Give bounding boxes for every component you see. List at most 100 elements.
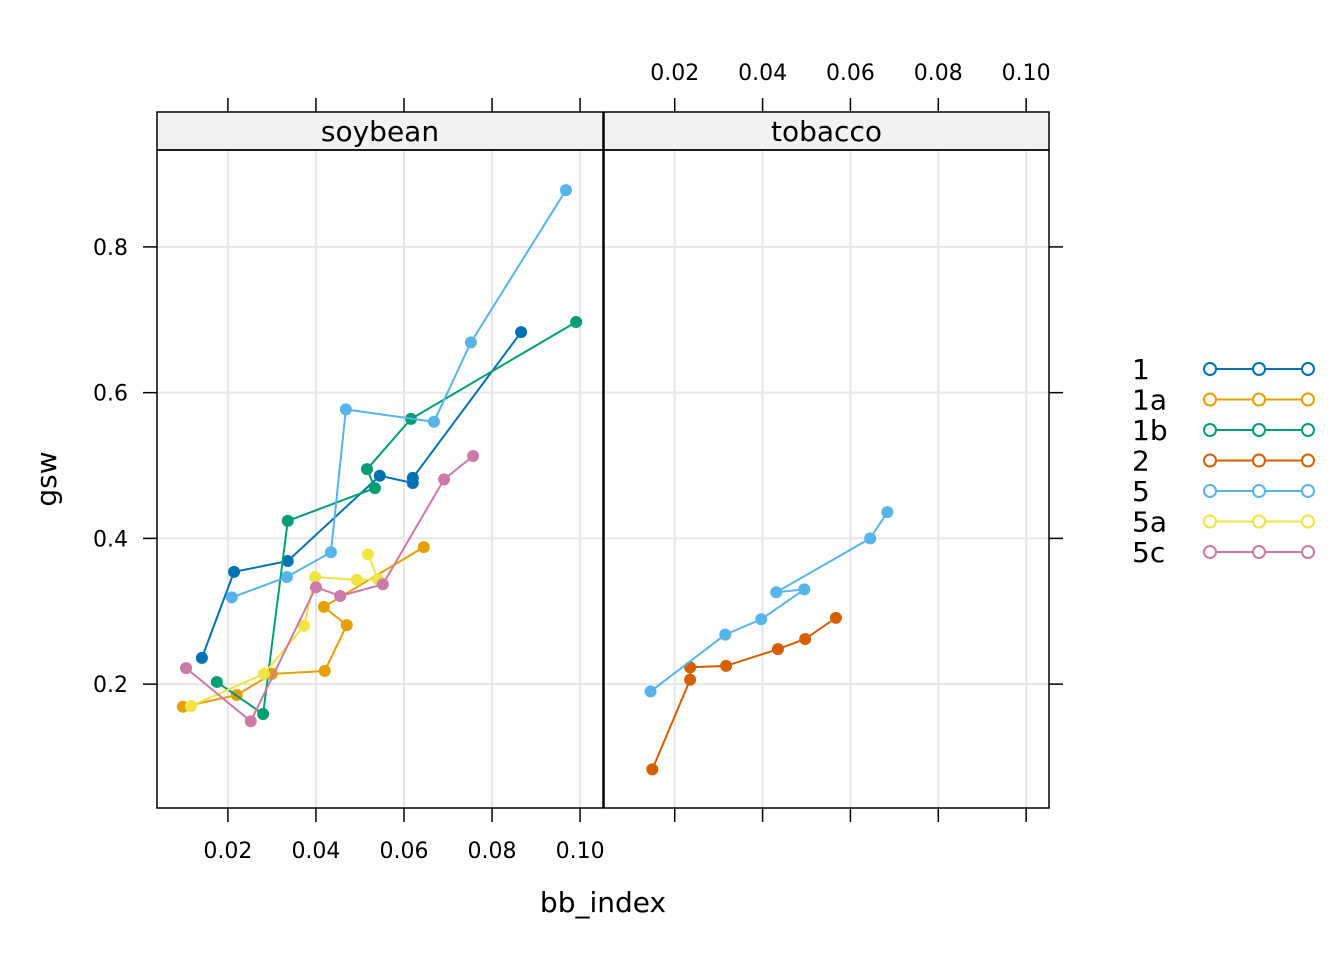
strip-label: soybean <box>321 115 439 148</box>
data-point-5c <box>467 450 480 463</box>
y-axis-label: gsw <box>30 451 63 506</box>
series-line-5 <box>231 189 567 599</box>
legend-label: 5c <box>1132 536 1165 569</box>
x-tick-label-top: 0.10 <box>1002 61 1051 86</box>
x-tick-label-top: 0.08 <box>914 61 963 86</box>
data-point-2 <box>799 632 812 645</box>
y-tick-label: 0.6 <box>93 382 128 407</box>
panel-soybean: soybean 0.02 0.04 0.06 0.08 0.10 0.2 0.4 0.6 0.8 <box>93 98 605 864</box>
x-tick-label-top: 0.04 <box>738 61 787 86</box>
data-point-1 <box>281 554 294 567</box>
legend-marker <box>1301 392 1315 407</box>
legend-marker <box>1301 484 1315 498</box>
data-point-5 <box>881 506 894 519</box>
data-point-2 <box>684 661 697 674</box>
data-point-1b <box>257 708 270 720</box>
legend-label: 5a <box>1132 506 1167 539</box>
data-point-1 <box>228 565 241 578</box>
x-axis-label: bb_index <box>540 886 666 919</box>
data-point-5a <box>350 573 363 586</box>
x-tick-label: 0.04 <box>291 839 340 864</box>
legend-marker <box>1203 514 1217 529</box>
data-point-1b <box>570 315 583 328</box>
data-point-5 <box>339 403 352 416</box>
data-point-5 <box>225 591 238 604</box>
x-tick-label: 0.08 <box>468 839 517 864</box>
data-point-5 <box>644 685 657 698</box>
data-point-5 <box>864 532 877 545</box>
data-point-1b <box>368 482 381 495</box>
data-point-5 <box>280 571 293 584</box>
data-point-1a <box>340 619 353 632</box>
legend-label: 2 <box>1132 445 1150 478</box>
legend-label: 1a <box>1132 384 1167 417</box>
strip <box>603 111 1050 151</box>
data-point-1 <box>373 469 386 482</box>
data-point-2 <box>720 659 733 672</box>
data-point-2 <box>684 673 697 686</box>
x-tick-label: 0.02 <box>203 839 252 864</box>
legend-marker <box>1301 423 1315 437</box>
data-point-1a <box>317 600 330 613</box>
series-line-5c <box>185 455 474 723</box>
y-tick-label: 0.2 <box>93 673 128 698</box>
data-point-1a <box>318 665 331 678</box>
legend-marker <box>1252 453 1266 468</box>
data-point-5 <box>770 586 783 599</box>
legend-marker <box>1203 545 1217 559</box>
data-point-5a <box>184 699 197 712</box>
panel-frame <box>603 149 1050 809</box>
legend-marker <box>1203 423 1217 437</box>
data-point-5 <box>464 336 477 349</box>
data-point-2 <box>829 611 842 624</box>
data-point-2 <box>771 643 784 656</box>
data-point-5c <box>309 581 322 594</box>
legend-marker <box>1252 514 1266 529</box>
data-point-5 <box>324 546 337 559</box>
legend-marker <box>1203 453 1217 468</box>
data-point-5c <box>244 715 257 728</box>
legend-marker <box>1252 362 1266 376</box>
data-point-5a <box>361 548 374 561</box>
strip-label: tobacco <box>771 115 882 148</box>
series-line-1 <box>200 331 522 659</box>
y-tick-label: 0.8 <box>93 236 128 261</box>
legend-marker <box>1252 423 1266 437</box>
strip <box>156 111 604 151</box>
series-line-1b <box>216 321 577 716</box>
legend-marker <box>1203 392 1217 407</box>
panel-frame <box>156 149 604 809</box>
data-point-5a <box>257 667 270 680</box>
legend-label: 1 <box>1132 353 1150 386</box>
legend-label: 5 <box>1132 475 1150 508</box>
data-point-2 <box>646 763 659 776</box>
data-point-1 <box>406 471 419 484</box>
data-point-1a <box>417 541 430 554</box>
x-tick-label: 0.06 <box>380 839 429 864</box>
data-point-5c <box>180 662 193 675</box>
data-point-5c <box>438 473 451 486</box>
data-point-1 <box>515 326 528 339</box>
legend-marker <box>1252 484 1266 498</box>
data-point-1b <box>281 514 294 527</box>
data-point-1b <box>210 675 223 688</box>
data-point-5 <box>719 628 732 641</box>
data-point-1b <box>361 463 374 476</box>
legend-marker <box>1301 362 1315 376</box>
data-point-1 <box>195 651 208 664</box>
legend-marker <box>1301 514 1315 529</box>
x-tick-label: 0.10 <box>556 839 605 864</box>
legend-marker <box>1301 453 1315 468</box>
data-point-5a <box>298 619 311 632</box>
data-point-5 <box>427 415 440 428</box>
data-point-5a <box>309 571 322 584</box>
legend-marker <box>1301 545 1315 559</box>
data-point-5c <box>334 589 347 602</box>
x-tick-label-top: 0.06 <box>826 61 875 86</box>
legend-marker <box>1252 392 1266 407</box>
legend-marker <box>1203 362 1217 376</box>
x-tick-label-top: 0.02 <box>650 61 699 86</box>
legend-label: 1b <box>1132 414 1168 447</box>
